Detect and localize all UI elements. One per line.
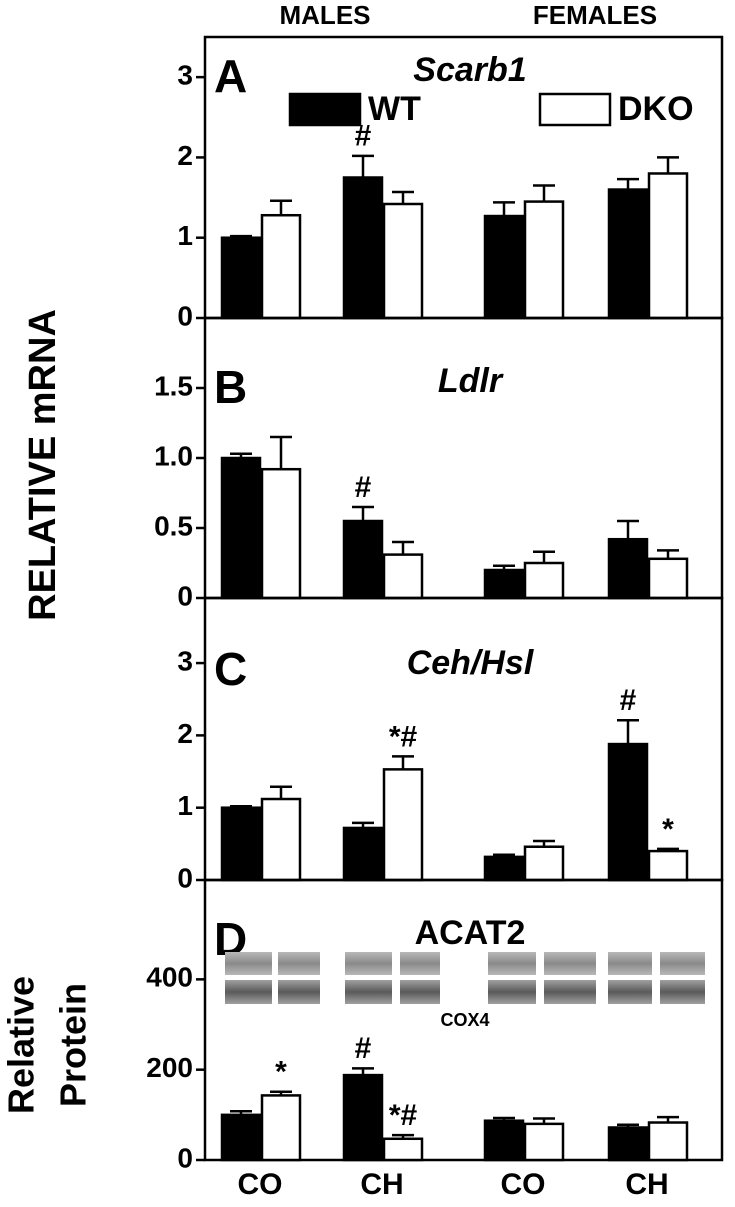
y-tick-label: 1.5 (154, 370, 193, 401)
x-tick-label: CO (501, 1168, 546, 1201)
significance-mark: # (355, 471, 372, 504)
y-tick-label: 0 (177, 862, 193, 893)
y-tick-label: 0 (177, 1142, 193, 1173)
bar (523, 845, 565, 882)
blot-band (488, 980, 536, 1004)
blot-band (660, 952, 705, 975)
panel-letter: B (214, 361, 247, 413)
bar (647, 1121, 689, 1162)
bar (260, 467, 302, 600)
bar (342, 1073, 384, 1162)
y-tick-label: 0 (177, 580, 193, 611)
group-label: FEMALES (533, 0, 657, 30)
blot-band (400, 980, 440, 1004)
significance-mark: *# (389, 720, 418, 753)
bar (647, 849, 689, 882)
bar (342, 826, 384, 882)
legend-label: WT (368, 90, 421, 128)
legend-swatch (288, 92, 362, 127)
panel-title: Scarb1 (413, 51, 526, 89)
blot-band (345, 952, 392, 975)
bar (220, 806, 262, 882)
blot-band (400, 952, 440, 975)
bar (607, 188, 649, 320)
bar (647, 557, 689, 600)
blot-band (544, 980, 596, 1004)
bar (607, 1126, 649, 1162)
bar (220, 456, 262, 600)
bar (483, 855, 525, 882)
y-tick-label: 3 (177, 645, 193, 676)
blot-band (278, 980, 320, 1004)
y-tick-label: 2 (177, 140, 193, 171)
bar (523, 1122, 565, 1162)
y-tick-label: 1 (177, 790, 193, 821)
blot-band (278, 952, 320, 975)
y-tick-label: 2 (177, 718, 193, 749)
significance-mark: *# (389, 1099, 418, 1132)
blot-band (608, 980, 652, 1004)
panel-letter: A (214, 50, 247, 102)
blot-band (225, 952, 272, 975)
significance-mark: * (275, 1056, 287, 1089)
bar (483, 568, 525, 600)
x-tick-label: CO (238, 1168, 283, 1201)
blot-band (488, 952, 536, 975)
bar (342, 519, 384, 600)
bar (523, 200, 565, 320)
bar (382, 1137, 424, 1162)
bar (607, 537, 649, 600)
blot-band (660, 980, 705, 1004)
significance-mark: * (662, 813, 674, 846)
legend-label: DKO (618, 90, 694, 128)
bar (260, 1094, 302, 1162)
legend-swatch (538, 92, 612, 127)
bar (260, 213, 302, 320)
bar (220, 1113, 262, 1162)
y-axis-label: Relative (1, 976, 42, 1114)
panel-title: Ldlr (438, 362, 504, 400)
panel-letter: C (214, 643, 247, 695)
bar (382, 553, 424, 600)
blot-band (225, 980, 272, 1004)
panel-title: Ceh/Hsl (407, 644, 535, 682)
bar (382, 202, 424, 320)
bar (260, 797, 302, 882)
panel-frame (203, 878, 724, 1162)
significance-mark: # (355, 120, 372, 153)
bar (342, 176, 384, 320)
y-axis-label: RELATIVE mRNA (22, 309, 64, 621)
y-tick-label: 1 (177, 220, 193, 251)
bar (607, 742, 649, 882)
significance-mark: # (355, 1032, 372, 1065)
group-label: MALES (280, 0, 371, 30)
blot-band (608, 952, 652, 975)
y-tick-label: 3 (177, 60, 193, 91)
bar (483, 1119, 525, 1162)
blot-label: COX4 (440, 1010, 489, 1030)
bar (483, 214, 525, 320)
y-tick-label: 1.0 (154, 440, 193, 471)
bar (382, 768, 424, 882)
blot-band (345, 980, 392, 1004)
x-tick-label: CH (625, 1168, 668, 1201)
y-tick-label: 0.5 (154, 510, 193, 541)
y-tick-label: 0 (177, 300, 193, 331)
y-tick-label: 200 (146, 1052, 193, 1083)
x-tick-label: CH (360, 1168, 403, 1201)
bar (647, 172, 689, 320)
bar (523, 561, 565, 600)
panel-title: ACAT2 (415, 914, 526, 952)
bar (220, 236, 262, 320)
y-axis-label: Protein (53, 983, 94, 1107)
significance-mark: # (620, 684, 637, 717)
blot-band (544, 952, 596, 975)
y-tick-label: 400 (146, 962, 193, 993)
